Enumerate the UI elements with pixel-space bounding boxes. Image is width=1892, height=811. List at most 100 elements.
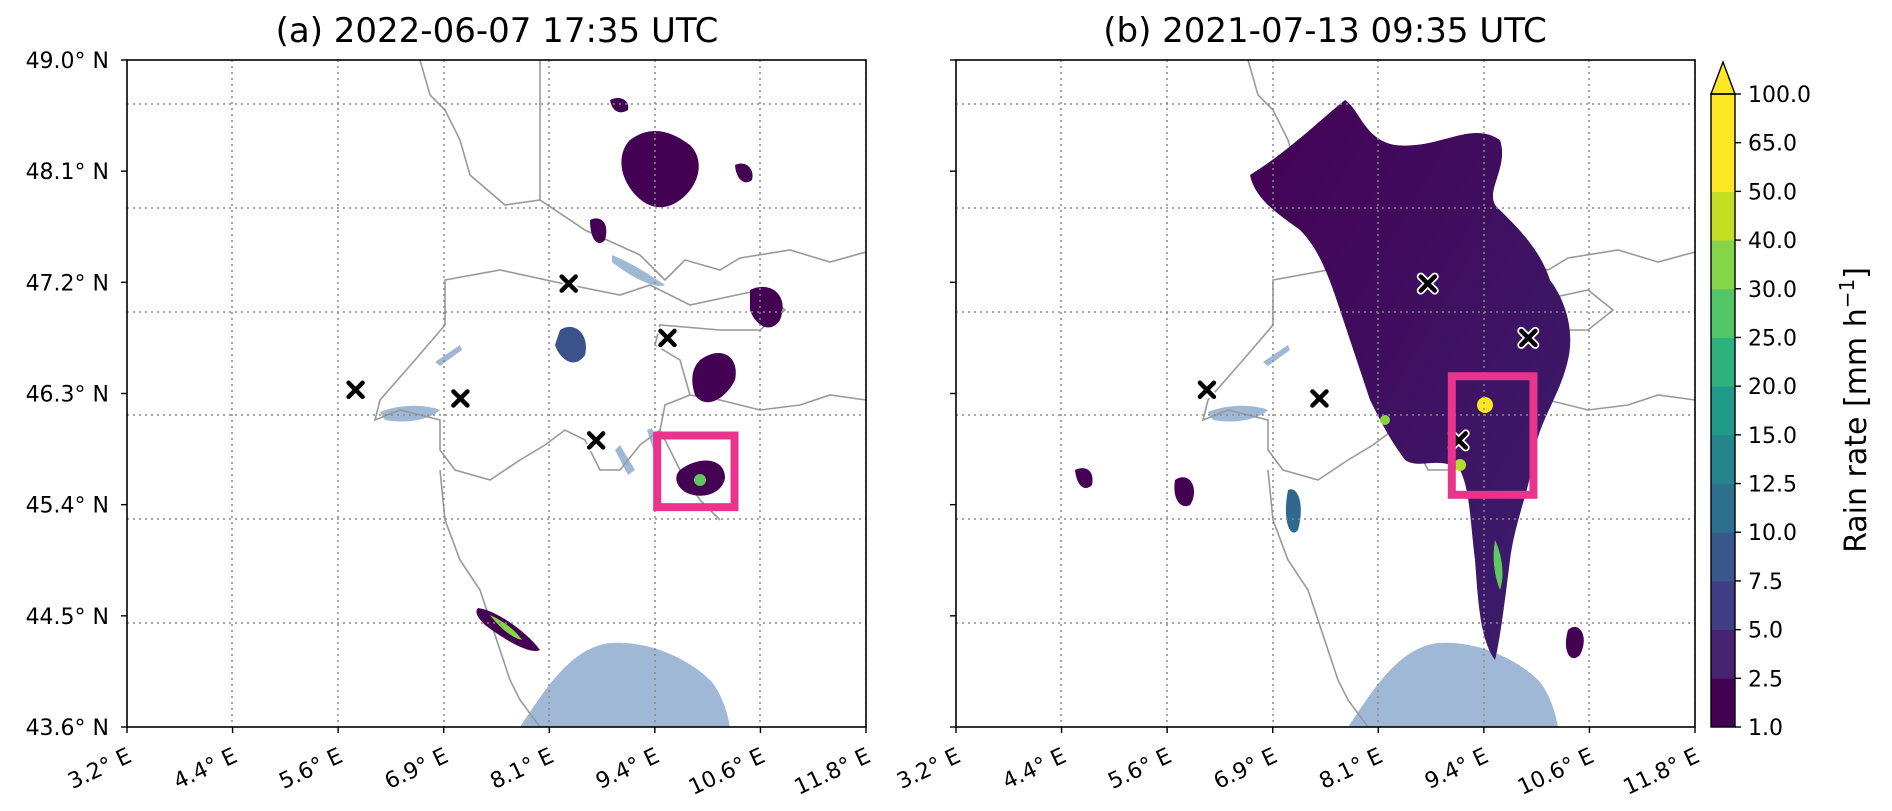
colorbar-label: Rain rate [mm h−1] bbox=[1835, 267, 1874, 553]
panel-a-lat-tick-label: 44.5° N bbox=[26, 605, 109, 630]
colorbar-label-sup: −1 bbox=[1835, 279, 1859, 308]
panel-b-rain-core-south bbox=[1493, 540, 1503, 590]
panel-a-rain-cell-ne bbox=[735, 163, 753, 183]
colorbar-tick-label: 100.0 bbox=[1748, 83, 1811, 108]
panel-a: (a) 2022-06-07 17:35 UTC bbox=[126, 11, 867, 728]
panel-b-station-marker bbox=[1416, 272, 1439, 295]
panel-b-mediterranean-sea bbox=[1348, 642, 1558, 727]
panel-a-lon-tick-label: 8.1° E bbox=[487, 744, 558, 795]
panel-a-lon-tick-label: 9.4° E bbox=[592, 744, 663, 795]
panel-b-rain-core-box2 bbox=[1454, 459, 1466, 471]
panel-b-station-marker bbox=[1308, 387, 1331, 410]
colorbar-tick-label: 2.5 bbox=[1748, 667, 1783, 692]
panel-b-lon-tick-label: 6.9° E bbox=[1210, 744, 1281, 795]
colorbar-tick-label: 20.0 bbox=[1748, 375, 1797, 400]
panel-a-highlight-box bbox=[653, 431, 739, 512]
panel-a-lat-tick-label: 48.1° N bbox=[26, 160, 109, 185]
panel-b-lake-neuchatel bbox=[1263, 345, 1290, 366]
colorbar-segment bbox=[1711, 434, 1735, 485]
colorbar-segment bbox=[1711, 629, 1735, 679]
panel-a-station-marker bbox=[344, 378, 367, 401]
panel-a-rain-cell-mid bbox=[590, 218, 607, 244]
colorbar-tick-label: 10.0 bbox=[1748, 521, 1797, 546]
panel-b-rain-cell-sw3 bbox=[1285, 489, 1301, 533]
panel-b-station-marker bbox=[1195, 378, 1218, 401]
colorbar-label-close: ] bbox=[1839, 267, 1874, 279]
panel-a-rain-cell-tessin bbox=[692, 352, 736, 403]
panel-a-lat-tick-label: 47.2° N bbox=[26, 271, 109, 296]
colorbar-tick-label: 25.0 bbox=[1748, 326, 1797, 351]
panel-a-lat-tick-label: 49.0° N bbox=[26, 49, 109, 74]
colorbar-segments bbox=[1711, 94, 1735, 728]
panel-b-station-marker bbox=[1517, 326, 1540, 349]
panel-a-station-marker bbox=[449, 387, 472, 410]
colorbar-extend-triangle bbox=[1709, 60, 1737, 95]
colorbar-segment bbox=[1711, 580, 1735, 631]
panel-b-rain-main-band bbox=[1250, 100, 1571, 660]
panel-a-lon-tick-label: 11.8° E bbox=[791, 744, 875, 801]
colorbar-tick-label: 50.0 bbox=[1748, 180, 1797, 205]
panel-b-lon-tick-label: 5.6° E bbox=[1104, 744, 1175, 795]
panel-b-rain-cell-sw2 bbox=[1174, 477, 1195, 507]
panel-a-rain-cell-north bbox=[621, 130, 699, 208]
panel-b-lon-tick-label: 11.8° E bbox=[1620, 744, 1704, 801]
panel-a-rain-core-south bbox=[490, 615, 522, 640]
panel-b-rain-field bbox=[1075, 100, 1584, 660]
colorbar-tick-label: 1.0 bbox=[1748, 716, 1783, 741]
panel-a-rain-cell-valais bbox=[555, 326, 586, 363]
panel-a-station-marker bbox=[557, 272, 580, 295]
panel-a-lon-tick-label: 3.2° E bbox=[64, 744, 135, 795]
panel-a-stations bbox=[344, 272, 679, 452]
panel-a-lat-tick-label: 43.6° N bbox=[26, 716, 109, 741]
panel-b-lake-geneva bbox=[1208, 405, 1268, 422]
colorbar-tick-label: 30.0 bbox=[1748, 278, 1797, 303]
panel-b-lon-tick-label: 8.1° E bbox=[1316, 744, 1387, 795]
colorbar-segment bbox=[1711, 142, 1735, 192]
panel-b-highlight-box bbox=[1447, 372, 1538, 499]
panel-a-rain-field bbox=[476, 98, 783, 651]
colorbar-tick-label: 40.0 bbox=[1748, 229, 1797, 254]
panel-a-title: (a) 2022-06-07 17:35 UTC bbox=[276, 11, 719, 51]
panel-b-title: (b) 2021-07-13 09:35 UTC bbox=[1103, 11, 1547, 51]
panel-a-lat-tick-label: 46.3° N bbox=[26, 383, 109, 408]
panel-a-rain-cell-north2 bbox=[610, 98, 629, 113]
colorbar-segment bbox=[1711, 678, 1735, 728]
panel-b-lon-tick-label: 4.4° E bbox=[999, 744, 1070, 795]
panel-a-rain-core-boxed bbox=[694, 474, 706, 486]
panel-b-lon-tick-label: 9.4° E bbox=[1421, 744, 1492, 795]
panel-b-rain-core-box bbox=[1477, 397, 1493, 413]
colorbar-tick-label: 65.0 bbox=[1748, 132, 1797, 157]
colorbar-tick-label: 7.5 bbox=[1748, 570, 1783, 595]
panel-a-lon-tick-label: 6.9° E bbox=[381, 744, 452, 795]
colorbar-ticks: 1.0 2.5 5.0 7.5 10.0 12.5 15.0 20.0 25.0 30.0 40.0… bbox=[1735, 83, 1811, 741]
panel-b-rain-cell-sw1 bbox=[1075, 468, 1093, 489]
panel-b-rain-core-west bbox=[1380, 415, 1390, 425]
panel-a-lon-tick-label: 5.6° E bbox=[275, 744, 346, 795]
panel-b-rain-cell-se bbox=[1565, 626, 1584, 659]
colorbar-label-text: Rain rate [mm h bbox=[1839, 308, 1874, 553]
colorbar-segment bbox=[1711, 483, 1735, 533]
colorbar-tick-label: 5.0 bbox=[1748, 619, 1783, 644]
panel-a-lat-tick-label: 45.4° N bbox=[26, 494, 109, 519]
colorbar-segment bbox=[1711, 240, 1735, 290]
panel-b: (b) 2021-07-13 09:35 UTC bbox=[955, 11, 1696, 728]
panel-b-lon-tick-label: 3.2° E bbox=[893, 744, 964, 795]
panel-a-lon-tick-label: 10.6° E bbox=[685, 744, 769, 801]
colorbar-tick-label: 15.0 bbox=[1748, 424, 1797, 449]
colorbar-segment bbox=[1711, 532, 1735, 582]
panel-a-mediterranean-sea bbox=[520, 642, 730, 727]
colorbar-segment bbox=[1711, 337, 1735, 387]
panel-a-lake-neuchatel bbox=[435, 345, 462, 366]
panel-a-lake-geneva bbox=[380, 405, 440, 422]
panel-a-station-marker bbox=[585, 429, 608, 452]
panel-a-lake-constance bbox=[612, 255, 665, 286]
colorbar-segment bbox=[1711, 288, 1735, 338]
panel-a-station-marker bbox=[656, 326, 679, 349]
panel-a-lake-maggiore bbox=[615, 445, 635, 475]
panel-b-lon-tick-label: 10.6° E bbox=[1514, 744, 1598, 801]
panel-a-rain-cell-east bbox=[750, 286, 783, 328]
panel-a-lon-tick-label: 4.4° E bbox=[170, 744, 241, 795]
colorbar-tick-label: 12.5 bbox=[1748, 473, 1797, 498]
colorbar-frame bbox=[1710, 93, 1736, 728]
